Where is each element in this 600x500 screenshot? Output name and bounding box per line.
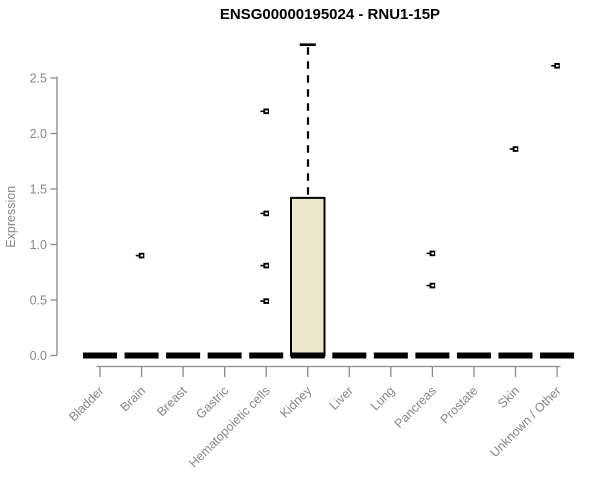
- y-axis-title: Expression: [4, 186, 18, 248]
- outlier-point-center: [265, 264, 268, 267]
- outlier-dash: [135, 254, 139, 257]
- x-tick-label: Skin: [495, 384, 522, 411]
- y-tick-label: 1.0: [30, 238, 47, 252]
- median-bar: [373, 352, 408, 359]
- x-tick-label: Breast: [154, 383, 190, 419]
- x-tick-label: Brain: [118, 384, 149, 415]
- x-tick-label: Gastric: [193, 384, 231, 422]
- outlier-point-center: [556, 64, 559, 67]
- median-bar: [166, 352, 201, 359]
- x-tick-label: Hematopoietic cells: [186, 384, 273, 471]
- median-bar: [456, 352, 491, 359]
- y-tick-label: 0.0: [30, 349, 47, 363]
- outlier-point-center: [265, 212, 268, 215]
- chart-title: ENSG00000195024 - RNU1-15P: [219, 6, 441, 23]
- x-tick-label: Unknown / Other: [487, 384, 563, 460]
- median-bar: [332, 352, 367, 359]
- x-tick-label: Prostate: [438, 384, 481, 427]
- median-bar: [124, 352, 159, 359]
- outlier-point-center: [431, 252, 434, 255]
- outlier-dash: [260, 300, 264, 302]
- outlier-point-center: [514, 148, 518, 150]
- outlier-point-center: [265, 300, 268, 303]
- x-tick-label: Lung: [368, 384, 398, 414]
- outlier-dash: [260, 264, 264, 267]
- x-tick-label: Liver: [327, 384, 356, 413]
- x-tick-label: Bladder: [66, 384, 106, 424]
- median-bar: [249, 352, 284, 359]
- median-bar: [498, 352, 533, 359]
- median-bar: [415, 352, 450, 359]
- y-tick-label: 2.5: [30, 71, 47, 85]
- y-tick-label: 2.0: [30, 127, 47, 141]
- outlier-dash: [509, 148, 513, 150]
- outlier-dash: [551, 64, 555, 67]
- median-bar: [290, 352, 325, 359]
- y-tick-label: 1.5: [30, 182, 47, 196]
- outlier-dash: [260, 110, 264, 113]
- median-bar: [207, 352, 242, 359]
- outlier-point-center: [140, 254, 144, 257]
- median-bar: [83, 352, 117, 359]
- x-tick-label: Pancreas: [392, 384, 439, 431]
- boxplot-box: [290, 196, 326, 357]
- median-bar: [540, 352, 575, 359]
- outlier-dash: [260, 212, 264, 215]
- y-tick-label: 0.5: [30, 293, 47, 307]
- x-tick-label: Kidney: [277, 383, 314, 420]
- outlier-point-center: [431, 284, 434, 287]
- outlier-dash: [426, 284, 430, 287]
- outlier-dash: [426, 252, 430, 255]
- outlier-point-center: [265, 110, 268, 113]
